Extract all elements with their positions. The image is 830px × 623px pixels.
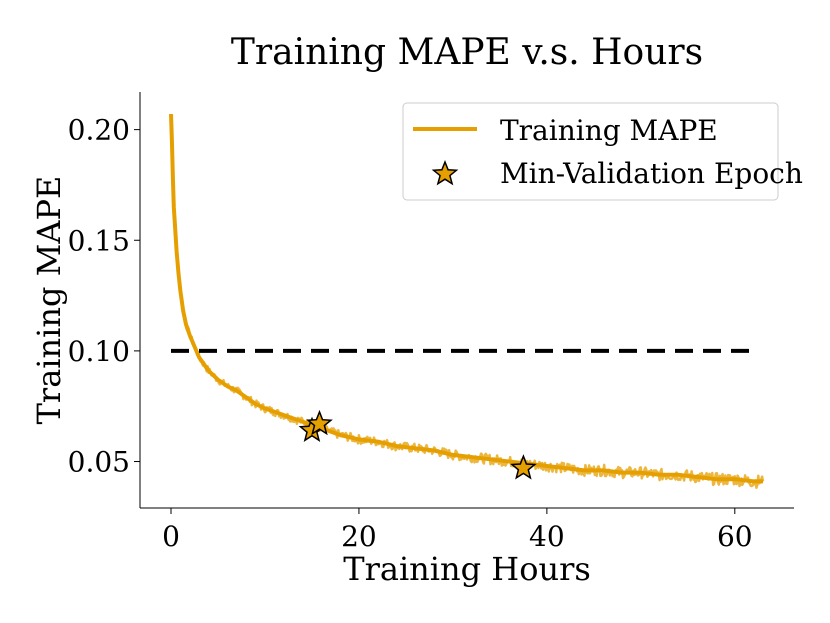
plot-area xyxy=(169,114,765,489)
legend: Training MAPE Min-Validation Epoch xyxy=(402,102,803,201)
x-axis-label: Training Hours xyxy=(343,550,591,588)
y-tick-label: 0.15 xyxy=(68,224,130,257)
min-validation-star xyxy=(510,454,537,480)
x-axis-ticks: 0 20 40 60 xyxy=(162,508,753,553)
legend-label-training-mape: Training MAPE xyxy=(500,114,718,147)
x-tick-label: 0 xyxy=(162,520,180,553)
y-tick-label: 0.05 xyxy=(68,446,130,479)
x-tick-label: 40 xyxy=(529,520,565,553)
legend-star-marker xyxy=(431,159,459,186)
y-axis-ticks: 0.05 0.10 0.15 0.20 xyxy=(68,114,140,479)
chart-title: Training MAPE v.s. Hours xyxy=(231,32,703,73)
training-mape-line xyxy=(169,114,763,484)
min-validation-star xyxy=(306,409,333,436)
y-axis-label: Training MAPE xyxy=(30,176,68,425)
x-tick-label: 60 xyxy=(717,520,753,553)
y-tick-label: 0.10 xyxy=(68,335,130,368)
legend-label-min-validation-epoch: Min-Validation Epoch xyxy=(500,157,803,190)
x-tick-label: 20 xyxy=(341,520,377,553)
y-tick-label: 0.20 xyxy=(68,114,130,147)
legend-frame xyxy=(402,102,779,201)
